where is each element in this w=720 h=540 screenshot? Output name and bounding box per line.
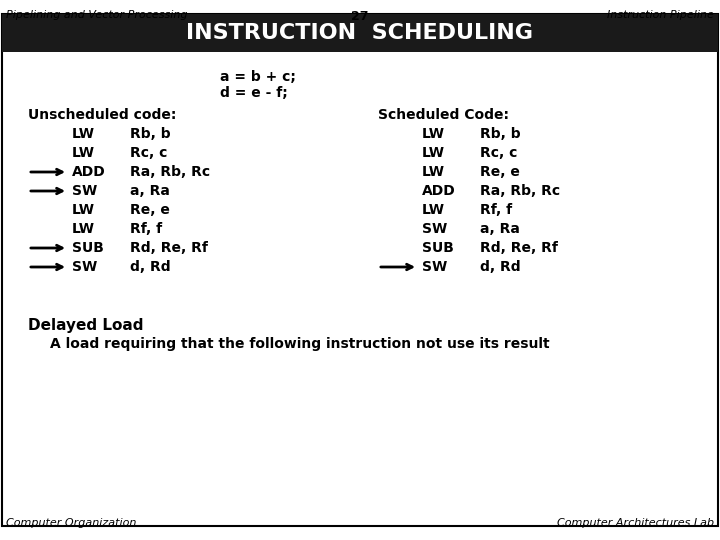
Text: SW: SW	[72, 260, 97, 274]
Text: a, Ra: a, Ra	[130, 184, 170, 198]
Text: d, Rd: d, Rd	[480, 260, 521, 274]
Text: Rd, Re, Rf: Rd, Re, Rf	[480, 241, 558, 255]
Text: Rd, Re, Rf: Rd, Re, Rf	[130, 241, 208, 255]
Text: LW: LW	[72, 127, 95, 141]
Text: d, Rd: d, Rd	[130, 260, 171, 274]
Text: Re, e: Re, e	[130, 203, 170, 217]
Text: LW: LW	[72, 222, 95, 236]
Text: Pipelining and Vector Processing: Pipelining and Vector Processing	[6, 10, 187, 20]
Text: a = b + c;: a = b + c;	[220, 70, 296, 84]
Text: LW: LW	[422, 127, 445, 141]
Text: SW: SW	[422, 222, 447, 236]
Text: SW: SW	[422, 260, 447, 274]
Text: Instruction Pipeline: Instruction Pipeline	[607, 10, 714, 20]
Text: Computer Organization: Computer Organization	[6, 518, 136, 528]
Text: LW: LW	[422, 165, 445, 179]
Text: SUB: SUB	[422, 241, 454, 255]
Text: LW: LW	[72, 203, 95, 217]
Text: Computer Architectures Lab: Computer Architectures Lab	[557, 518, 714, 528]
Text: Re, e: Re, e	[480, 165, 520, 179]
Text: SUB: SUB	[72, 241, 104, 255]
Text: Rb, b: Rb, b	[130, 127, 171, 141]
Text: A load requiring that the following instruction not use its result: A load requiring that the following inst…	[50, 337, 549, 351]
Text: Rc, c: Rc, c	[480, 146, 518, 160]
Text: Rc, c: Rc, c	[130, 146, 167, 160]
Text: Ra, Rb, Rc: Ra, Rb, Rc	[480, 184, 560, 198]
Text: d = e - f;: d = e - f;	[220, 86, 288, 100]
Text: Rf, f: Rf, f	[130, 222, 162, 236]
Bar	[2, 14, 718, 52]
Text: LW: LW	[422, 146, 445, 160]
Text: INSTRUCTION  SCHEDULING: INSTRUCTION SCHEDULING	[186, 23, 534, 43]
Text: Unscheduled code:: Unscheduled code:	[28, 108, 176, 122]
Text: LW: LW	[422, 203, 445, 217]
Text: SW: SW	[72, 184, 97, 198]
Text: Delayed Load: Delayed Load	[28, 318, 143, 333]
Text: a, Ra: a, Ra	[480, 222, 520, 236]
Text: Rb, b: Rb, b	[480, 127, 521, 141]
Text: Scheduled Code:: Scheduled Code:	[378, 108, 509, 122]
Text: LW: LW	[72, 146, 95, 160]
Text: Rf, f: Rf, f	[480, 203, 512, 217]
Text: Ra, Rb, Rc: Ra, Rb, Rc	[130, 165, 210, 179]
Text: 27: 27	[351, 10, 369, 23]
Text: ADD: ADD	[72, 165, 106, 179]
Text: ADD: ADD	[422, 184, 456, 198]
